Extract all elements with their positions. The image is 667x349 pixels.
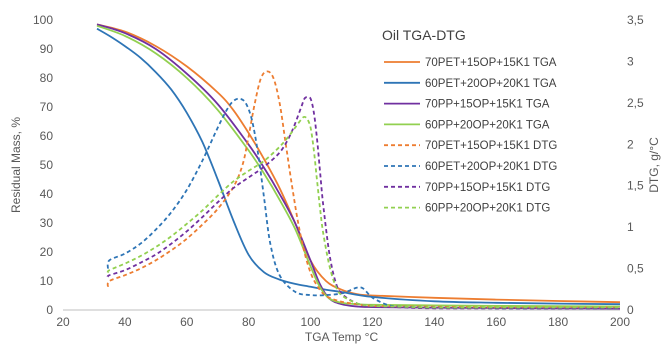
x-tick-label: 60 (180, 315, 194, 329)
x-axis-title: TGA Temp °C (305, 330, 379, 344)
y2-tick-label: 2 (627, 137, 634, 151)
y2-tick-label: 1,5 (627, 179, 644, 193)
y-tick-label: 100 (33, 13, 53, 27)
y2-tick-label: 0,5 (627, 262, 644, 276)
y-tick-label: 10 (40, 274, 54, 288)
legend-label: 60PP+20OP+20K1 TGA (425, 119, 550, 131)
x-tick-label: 120 (362, 315, 382, 329)
series-layer (96, 23, 621, 310)
y-tick-label: 30 (40, 216, 54, 230)
x-tick-label: 200 (610, 315, 630, 329)
legend-title: Oil TGA-DTG (382, 27, 466, 43)
x-tick-label: 20 (56, 315, 70, 329)
legend: 70PET+15OP+15K1 TGA 60PET+20OP+20K1 TGA 70… (384, 57, 557, 215)
legend-label: 70PP+15OP+15K1 TGA (425, 99, 550, 111)
x-tick-label: 40 (118, 315, 132, 329)
y2-tick-label: 2,5 (627, 96, 644, 110)
x-tick-label: 160 (486, 315, 506, 329)
y2-tick-label: 0 (627, 303, 634, 317)
x-tick-label: 180 (548, 315, 568, 329)
series-line-4 (96, 24, 621, 308)
y2-axis-title: DTG, g/°C (647, 137, 661, 193)
legend-label: 70PET+15OP+15K1 TGA (425, 57, 557, 69)
x-tick-label: 80 (242, 315, 256, 329)
y-tick-label: 60 (40, 129, 54, 143)
y-tick-label: 90 (40, 42, 54, 56)
legend-label: 60PET+20OP+20K1 DTG (425, 161, 557, 173)
y-tick-label: 80 (40, 71, 54, 85)
y-tick-label: 0 (46, 303, 53, 317)
series-line-7 (106, 96, 620, 310)
legend-label: 70PET+15OP+15K1 DTG (425, 140, 557, 152)
y-tick-label: 40 (40, 187, 54, 201)
x-tick-label: 140 (424, 315, 444, 329)
series-line-5 (106, 70, 620, 309)
x-tick-label: 100 (301, 315, 321, 329)
y-tick-label: 70 (40, 100, 54, 114)
legend-label: 60PP+20OP+20K1 DTG (425, 203, 550, 215)
series-line-8 (106, 115, 620, 309)
y-tick-label: 20 (40, 245, 54, 259)
legend-label: 60PET+20OP+20K1 TGA (425, 78, 557, 90)
y2-tick-label: 1 (627, 220, 634, 234)
series-line-6 (106, 97, 620, 310)
ticks-layer: 20 40 60 80 100 120 140 160 180 20001020304050607… (33, 13, 644, 329)
legend-label: 70PP+15OP+15K1 DTG (425, 182, 550, 194)
y2-tick-label: 3,5 (627, 13, 644, 27)
y-axis-title: Residual Mass, % (9, 117, 23, 213)
y2-tick-label: 3 (627, 54, 634, 68)
series-line-2 (96, 27, 621, 306)
y-tick-label: 50 (40, 158, 54, 172)
